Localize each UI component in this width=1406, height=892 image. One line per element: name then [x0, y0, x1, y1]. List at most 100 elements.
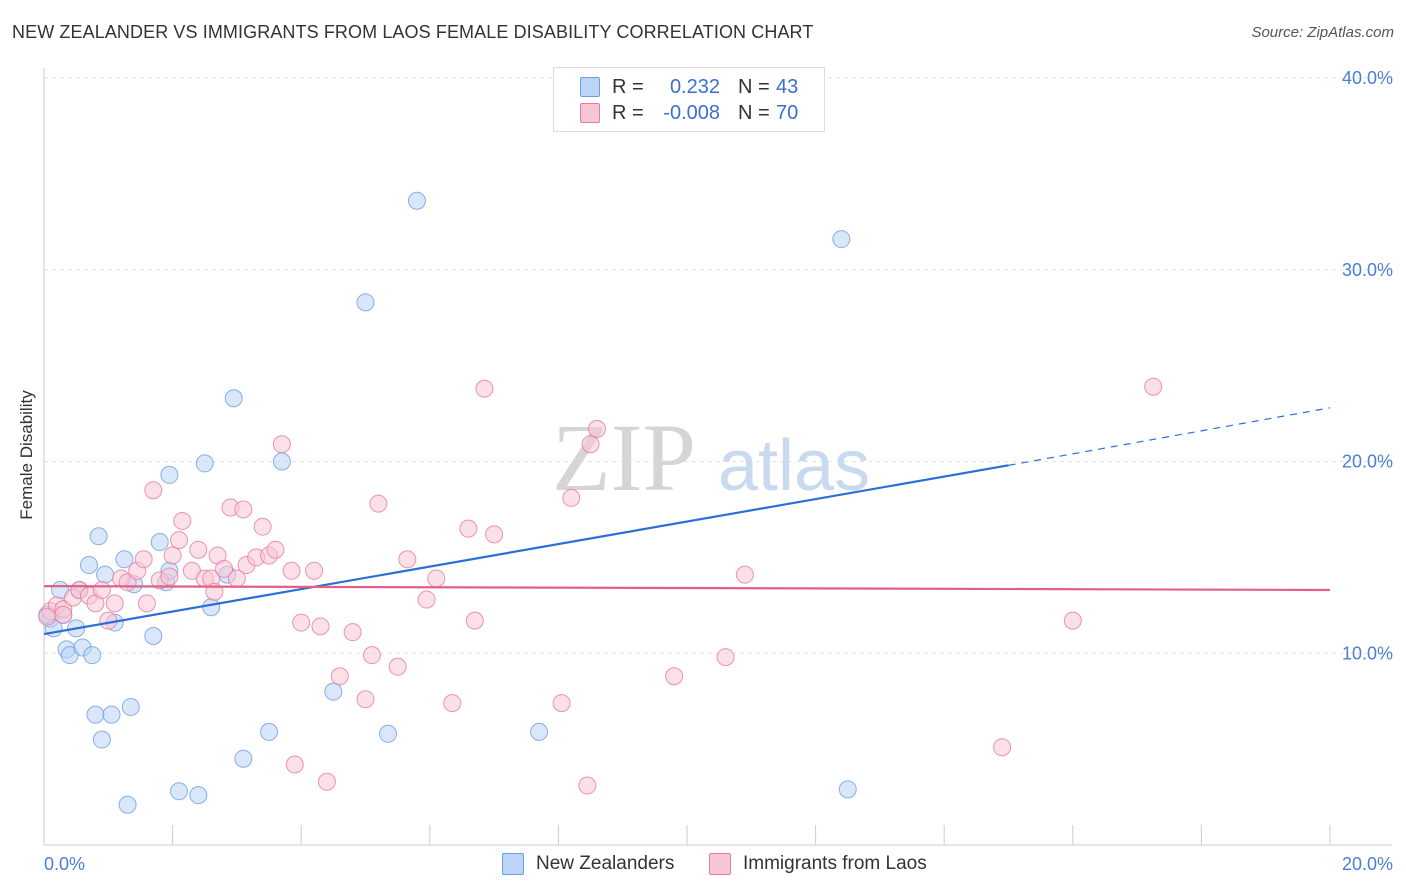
legend-n-value: 43 — [776, 75, 799, 98]
data-point — [285, 755, 304, 774]
data-point — [234, 749, 253, 768]
data-point — [398, 550, 417, 569]
data-point — [587, 419, 606, 438]
data-point — [160, 465, 179, 484]
legend-row-immigrants-from-laos: R = -0.008 N = 70 — [580, 101, 798, 125]
source-label: Source: ZipAtlas.com — [1251, 24, 1394, 41]
watermark: ZIP atlas — [552, 404, 870, 511]
legend-swatch-pink — [580, 103, 600, 123]
data-point — [562, 488, 581, 507]
data-point — [1063, 611, 1082, 630]
data-point — [272, 452, 291, 471]
data-point — [465, 611, 484, 630]
data-point — [266, 540, 285, 559]
data-point — [137, 594, 156, 613]
legend-n-label: N = — [738, 75, 770, 98]
data-point — [121, 697, 140, 716]
data-point — [134, 550, 153, 569]
legend-r-label: R = — [612, 75, 644, 98]
data-point — [105, 594, 124, 613]
data-point — [735, 565, 754, 584]
data-point — [80, 556, 99, 575]
data-point — [838, 780, 857, 799]
data-point — [224, 389, 243, 408]
data-point — [272, 435, 291, 454]
y-tick-label: 30.0% — [1342, 260, 1393, 280]
data-point — [115, 550, 134, 569]
data-point — [86, 705, 105, 724]
tick-labels: 10.0% 20.0% 30.0% 40.0% 0.0% 20.0% — [44, 68, 1393, 874]
data-point — [92, 730, 111, 749]
data-point — [530, 722, 549, 741]
trend-lines — [43, 407, 1331, 636]
data-point — [150, 533, 169, 552]
data-point — [993, 738, 1012, 757]
legend-label-immigrants-from-laos: Immigrants from Laos — [743, 853, 927, 874]
data-point — [305, 561, 324, 580]
data-point — [330, 667, 349, 686]
data-point — [475, 379, 494, 398]
data-point — [485, 525, 504, 544]
data-point — [189, 540, 208, 559]
data-point — [215, 559, 234, 578]
data-point — [369, 494, 388, 513]
data-point — [260, 722, 279, 741]
data-point — [282, 561, 301, 580]
trend-line-new-zealanders-extension — [1008, 407, 1331, 466]
data-point — [379, 724, 398, 743]
data-point — [311, 617, 330, 636]
data-point — [388, 657, 407, 676]
data-point — [459, 519, 478, 538]
data-point — [832, 230, 851, 249]
data-point — [578, 776, 597, 795]
data-point — [144, 481, 163, 500]
data-point — [324, 682, 343, 701]
data-point — [443, 694, 462, 713]
data-point — [292, 613, 311, 632]
data-point — [99, 611, 118, 630]
trend-line-immigrants-from-laos — [43, 585, 1331, 592]
correlation-legend: R = 0.232 N = 43 R = -0.008 N = 70 — [553, 67, 825, 132]
data-point — [38, 607, 57, 626]
x-tick-label: 0.0% — [44, 854, 85, 874]
data-point — [253, 517, 272, 536]
data-point — [144, 626, 163, 645]
data-point — [170, 531, 189, 550]
data-point — [195, 454, 214, 473]
legend-r-value: 0.232 — [669, 75, 720, 98]
legend-swatch-blue — [502, 853, 524, 875]
data-point — [118, 795, 137, 814]
y-tick-label: 10.0% — [1342, 643, 1393, 663]
data-point — [665, 667, 684, 686]
data-point — [356, 293, 375, 312]
y-tick-label: 20.0% — [1342, 452, 1393, 472]
data-point — [189, 786, 208, 805]
series-legend: New Zealanders Immigrants from Laos — [0, 853, 1406, 877]
legend-row-new-zealanders: R = 0.232 N = 43 — [580, 75, 798, 99]
data-point — [163, 546, 182, 565]
data-point — [173, 511, 192, 530]
data-point — [96, 565, 115, 584]
legend-n-value: 70 — [776, 101, 799, 124]
data-point — [427, 569, 446, 588]
y-tick-label: 40.0% — [1342, 68, 1393, 88]
trend-line-new-zealanders — [43, 464, 1009, 636]
legend-item-immigrants-from-laos: Immigrants from Laos — [709, 853, 927, 875]
data-point — [417, 590, 436, 609]
data-point — [343, 623, 362, 642]
data-point — [54, 605, 73, 624]
legend-swatch-pink — [709, 853, 731, 875]
data-point — [356, 690, 375, 709]
data-point — [317, 772, 336, 791]
data-point — [170, 782, 189, 801]
data-point — [92, 580, 111, 599]
data-point — [407, 191, 426, 210]
axes — [43, 68, 1392, 846]
legend-r-label: R = — [612, 101, 644, 124]
data-point — [102, 705, 121, 724]
data-point — [89, 527, 108, 546]
legend-n-label: N = — [738, 101, 770, 124]
data-point — [716, 648, 735, 667]
chart-title: NEW ZEALANDER VS IMMIGRANTS FROM LAOS FE… — [12, 22, 814, 42]
